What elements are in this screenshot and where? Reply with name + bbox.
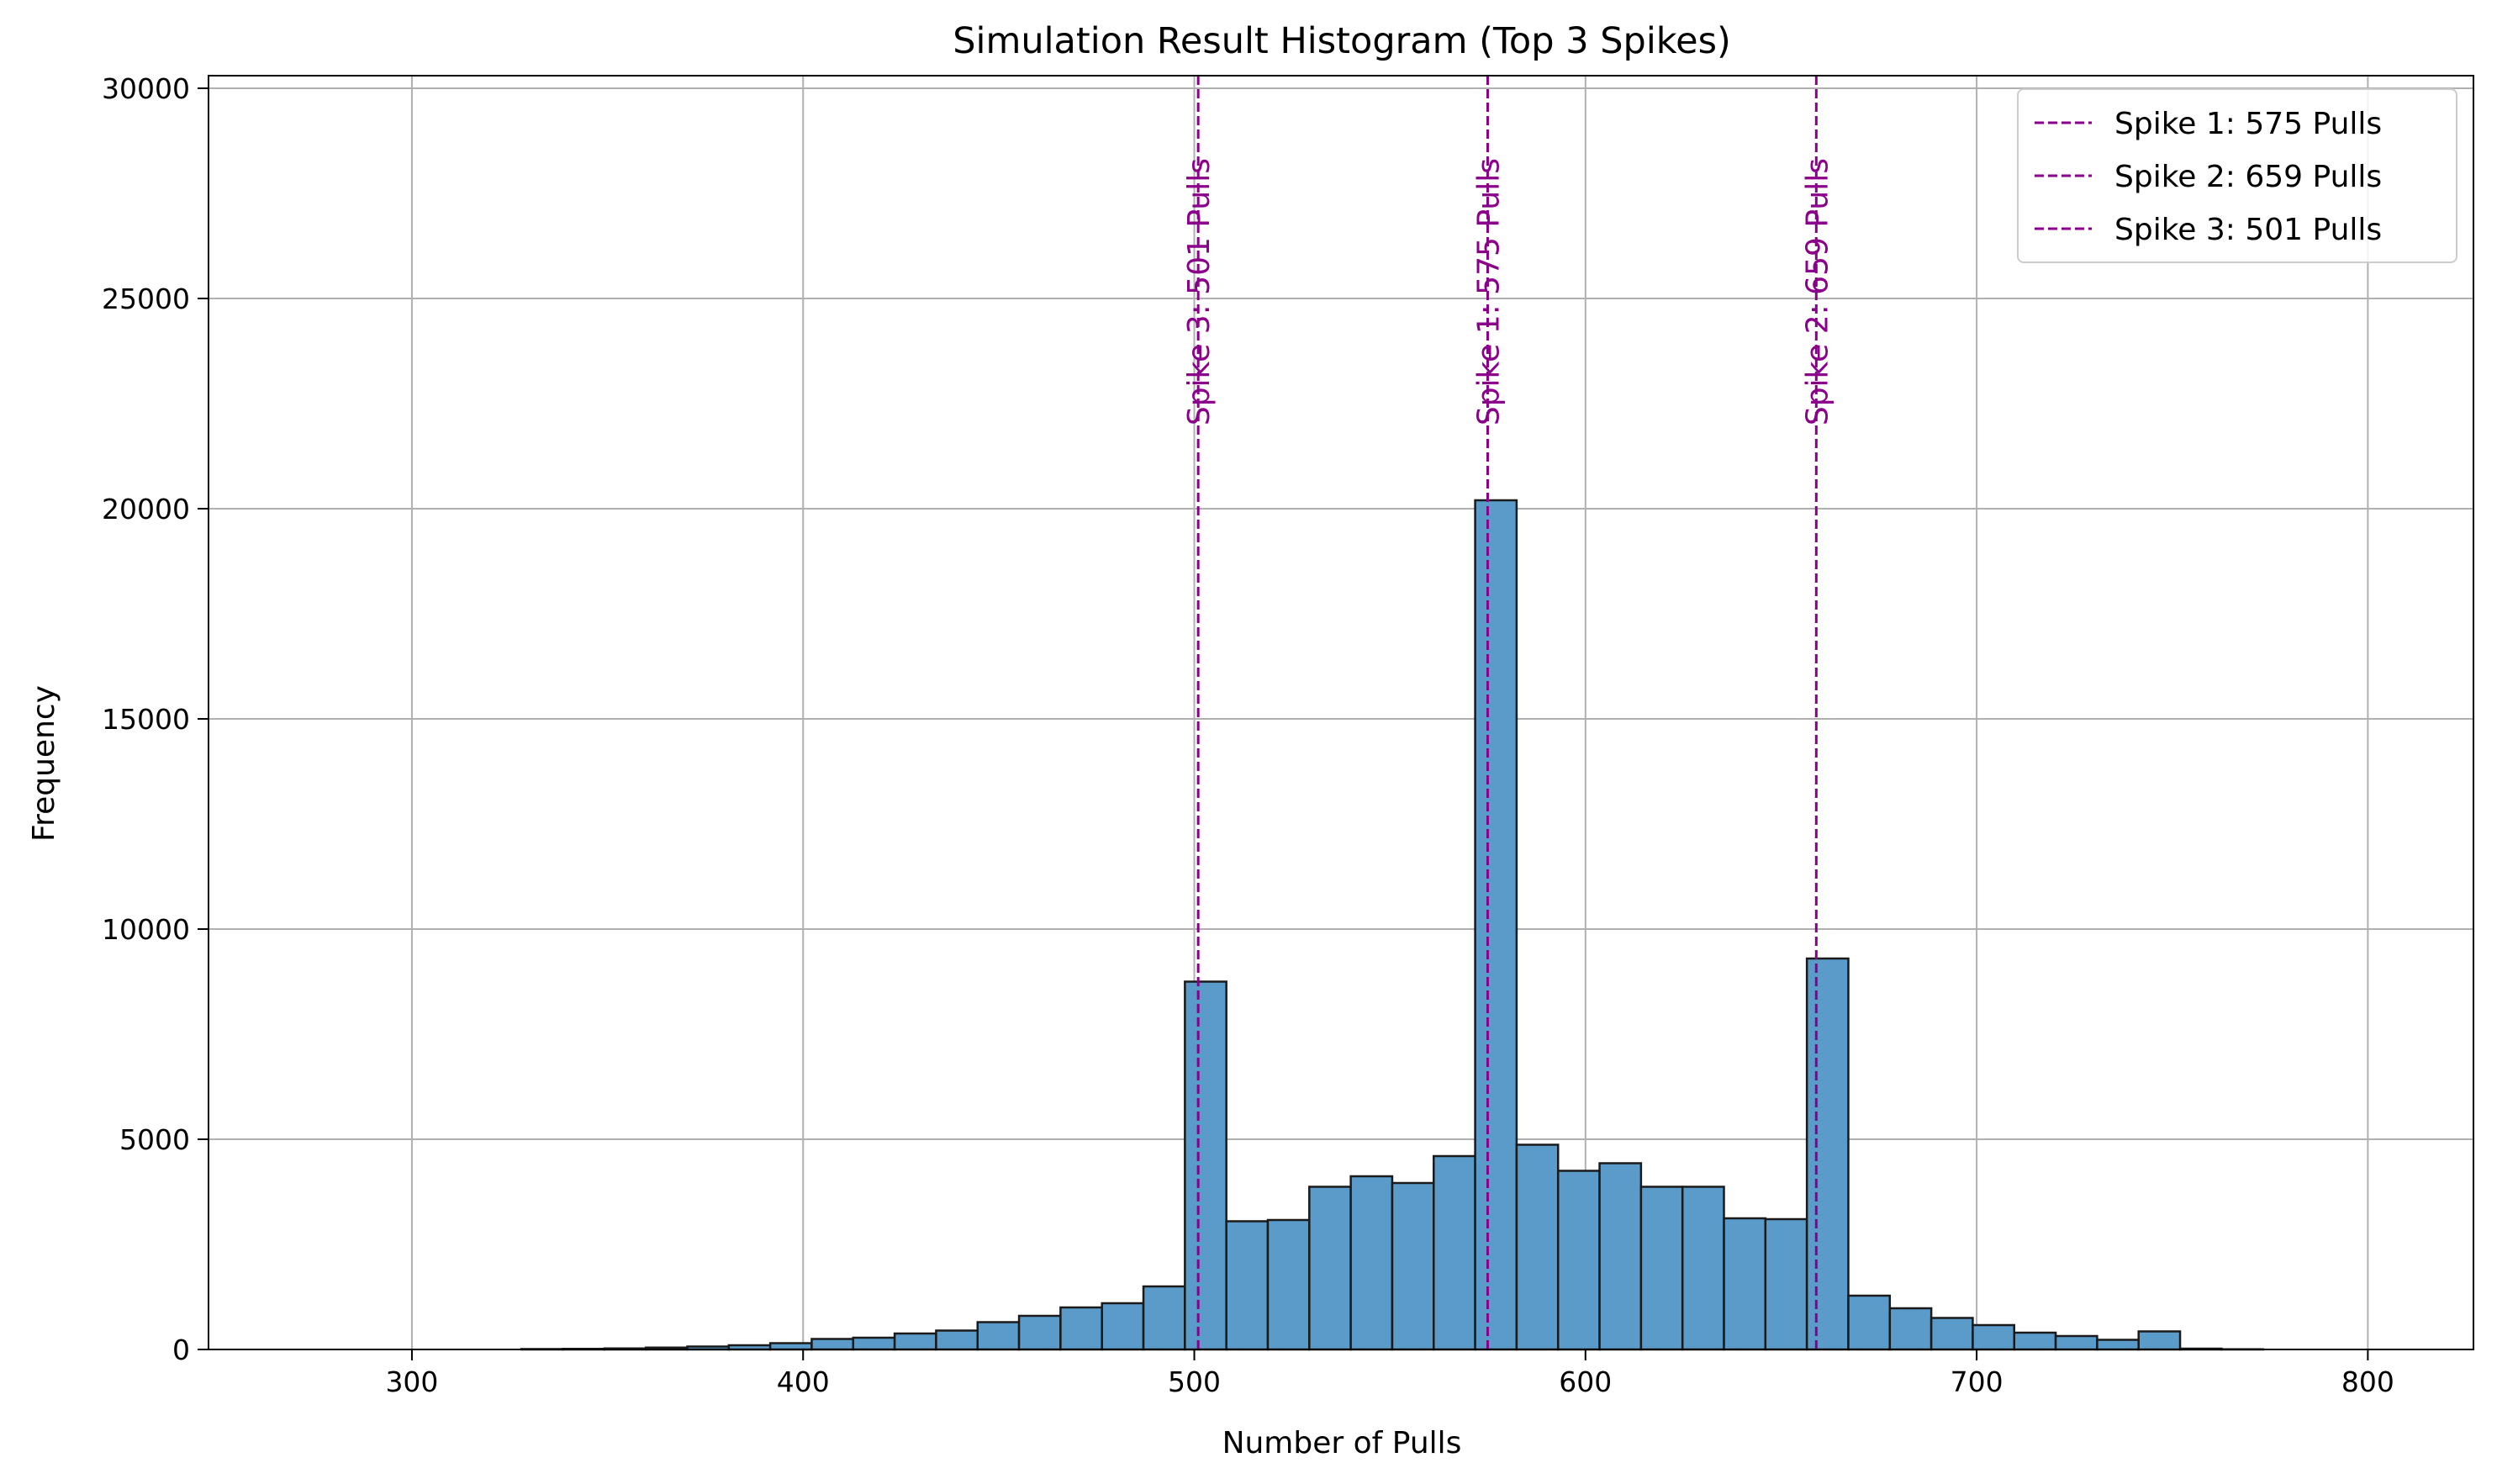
histogram-bar bbox=[1059, 1306, 1103, 1351]
histogram-bar bbox=[1847, 1294, 1892, 1351]
spike-label: Spike 1: 575 Pulls bbox=[1471, 158, 1506, 425]
y-tick-label: 0 bbox=[172, 1333, 190, 1366]
y-tick-label: 25000 bbox=[102, 283, 190, 315]
histogram-bar bbox=[1556, 1170, 1601, 1351]
y-axis-ticks: 0 5000 10000 15000 20000 25000 30000 bbox=[102, 72, 209, 1366]
histogram-bar bbox=[1972, 1323, 2016, 1351]
histogram-bar bbox=[1723, 1217, 1767, 1351]
histogram-bar bbox=[2137, 1330, 2182, 1351]
histogram-bar bbox=[810, 1338, 855, 1351]
histogram-bar bbox=[1515, 1143, 1560, 1351]
histogram-bar bbox=[1308, 1186, 1352, 1351]
x-tick-label: 300 bbox=[385, 1365, 438, 1398]
x-tick-label: 600 bbox=[1559, 1365, 1612, 1398]
histogram-bar bbox=[1930, 1317, 1974, 1351]
plot-frame bbox=[208, 75, 2474, 1350]
x-tick-label: 500 bbox=[1168, 1365, 1221, 1398]
y-tick-label: 20000 bbox=[102, 493, 190, 525]
y-tick-label: 10000 bbox=[102, 913, 190, 946]
histogram-bar bbox=[1101, 1302, 1145, 1351]
legend: Spike 1: 575 Pulls Spike 2: 659 Pulls Spik… bbox=[2017, 88, 2457, 263]
histogram-bar bbox=[1349, 1175, 1394, 1351]
y-tick-label: 30000 bbox=[102, 72, 190, 105]
histogram-bar bbox=[1639, 1186, 1684, 1351]
histogram-bar bbox=[1142, 1285, 1186, 1351]
legend-entry: Spike 3: 501 Pulls bbox=[2114, 213, 2382, 247]
histogram-bar bbox=[1017, 1314, 1062, 1351]
histogram-bar bbox=[893, 1332, 937, 1351]
histogram-bar bbox=[1474, 499, 1518, 1351]
histogram-bar bbox=[1681, 1186, 1725, 1351]
histogram-bar bbox=[2054, 1334, 2098, 1351]
histogram-bars bbox=[520, 499, 2264, 1351]
histogram-bar bbox=[1764, 1217, 1808, 1351]
histogram-bar bbox=[1805, 957, 1850, 1351]
y-tick-label: 15000 bbox=[102, 703, 190, 736]
chart-title: Simulation Result Histogram (Top 3 Spike… bbox=[953, 20, 1731, 62]
histogram-bar bbox=[1888, 1307, 1933, 1351]
histogram-bar bbox=[976, 1321, 1021, 1351]
histogram-bar bbox=[852, 1336, 896, 1351]
legend-box bbox=[2017, 88, 2457, 263]
histogram-bar bbox=[2096, 1339, 2140, 1351]
x-axis-label: Number of Pulls bbox=[1222, 1426, 1462, 1460]
legend-entry: Spike 1: 575 Pulls bbox=[2114, 107, 2382, 141]
legend-entry: Spike 2: 659 Pulls bbox=[2114, 160, 2382, 194]
histogram-bar bbox=[1433, 1154, 1476, 1351]
y-tick-label: 5000 bbox=[119, 1123, 190, 1156]
histogram-bar bbox=[1184, 980, 1227, 1351]
histogram-bar bbox=[935, 1329, 979, 1351]
y-axis-label: Frequency bbox=[27, 685, 61, 842]
spike-label: Spike 3: 501 Pulls bbox=[1182, 158, 1217, 425]
histogram-bar bbox=[1598, 1162, 1643, 1351]
histogram-bar bbox=[2013, 1331, 2057, 1351]
x-axis-ticks: 300 400 500 600 700 800 bbox=[385, 1349, 2394, 1398]
spike-label: Spike 2: 659 Pulls bbox=[1800, 158, 1834, 425]
x-tick-label: 400 bbox=[777, 1365, 830, 1398]
x-tick-label: 700 bbox=[1951, 1365, 2003, 1398]
histogram-bar bbox=[1225, 1220, 1270, 1351]
histogram-bar bbox=[1391, 1181, 1435, 1351]
spike-lines: Spike 1: 575 Pulls Spike 2: 659 Pulls Spik… bbox=[1182, 76, 1834, 1349]
x-tick-label: 800 bbox=[2341, 1365, 2394, 1398]
histogram-bar bbox=[1266, 1218, 1311, 1351]
histogram-bar bbox=[768, 1342, 813, 1351]
